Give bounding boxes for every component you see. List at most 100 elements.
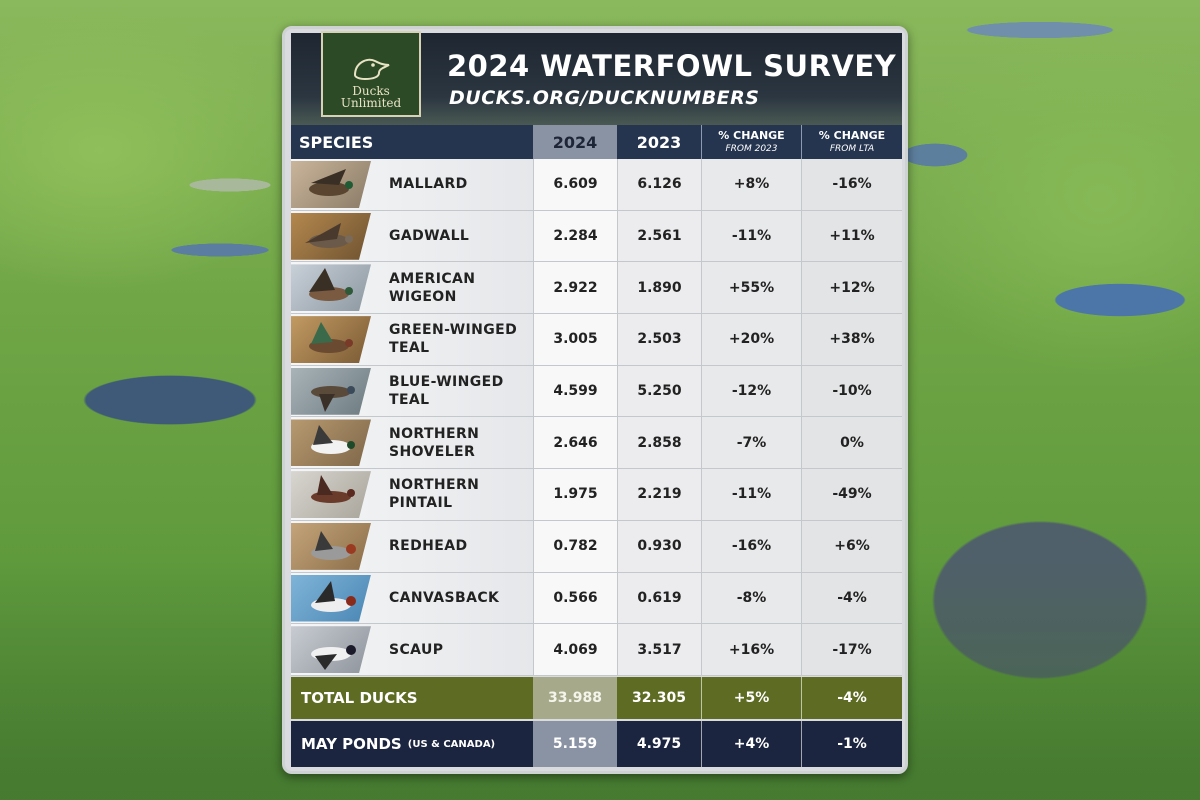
may-ponds-row: MAY PONDS (US & CANADA) 5.159 4.975 +4% … [291, 721, 902, 767]
species-name: NORTHERN PINTAIL [389, 477, 480, 512]
table-row: BLUE-WINGED TEAL 4.599 5.250 -12% -10% [291, 365, 902, 418]
ponds-label: MAY PONDS [301, 735, 402, 753]
col-change-lta: % CHANGE FROM LTA [801, 125, 902, 159]
canvasback-photo [291, 574, 371, 622]
total-change-2023: +5% [701, 677, 801, 719]
table-row: GREEN-WINGED TEAL 3.005 2.503 +20% +38% [291, 314, 902, 366]
value-2023: 6.126 [617, 159, 701, 210]
value-2024: 3.005 [533, 314, 617, 365]
value-2023: 0.930 [617, 520, 701, 572]
ducks-unlimited-logo: Ducks Unlimited [321, 31, 421, 117]
value-2023: 2.858 [617, 417, 701, 469]
total-2024: 33.988 [533, 677, 617, 719]
redhead-photo [291, 522, 371, 570]
ponds-label-wrap: MAY PONDS (US & CANADA) [301, 721, 495, 767]
total-label: TOTAL DUCKS [301, 689, 418, 707]
change-from-lta: -49% [801, 469, 902, 520]
green-winged-teal-photo [291, 316, 371, 364]
table-row: SCAUP 4.069 3.517 +16% -17% [291, 624, 902, 676]
col-change-2023-main: % CHANGE [718, 128, 785, 142]
value-2024: 2.922 [533, 262, 617, 314]
table-row: CANVASBACK 0.566 0.619 -8% -4% [291, 572, 902, 625]
ponds-note: (US & CANADA) [407, 738, 496, 750]
total-change-lta: -4% [801, 677, 902, 719]
american-wigeon-photo [291, 264, 371, 312]
value-2023: 3.517 [617, 624, 701, 675]
species-name: MALLARD [389, 176, 468, 193]
col-change-lta-main: % CHANGE [818, 128, 886, 142]
col-2024: 2024 [533, 125, 617, 159]
col-2023: 2023 [636, 132, 682, 152]
species-name: GADWALL [389, 228, 470, 245]
table-row: NORTHERN SHOVELER 2.646 2.858 -7% 0% [291, 417, 902, 470]
value-2024: 1.975 [533, 469, 617, 520]
value-2024: 2.646 [533, 417, 617, 469]
table-row: GADWALL 2.284 2.561 -11% +11% [291, 210, 902, 263]
gadwall-photo [291, 212, 371, 260]
change-from-2023: +20% [701, 314, 801, 365]
total-ducks-row: TOTAL DUCKS 33.988 32.305 +5% -4% [291, 677, 902, 719]
species-name: NORTHERN SHOVELER [389, 425, 480, 460]
change-from-lta: 0% [801, 417, 902, 469]
logo-line-2: Unlimited [340, 96, 402, 110]
species-name: REDHEAD [389, 538, 468, 555]
change-from-lta: +11% [801, 210, 902, 262]
total-2023: 32.305 [631, 690, 687, 706]
change-from-2023: -12% [701, 365, 801, 417]
species-name: AMERICAN WIGEON [389, 270, 476, 305]
change-from-2023: +55% [701, 262, 801, 314]
col-change-2023-sub: FROM 2023 [725, 143, 778, 154]
value-2024: 4.599 [533, 365, 617, 417]
change-from-lta: +12% [801, 262, 902, 314]
value-2024: 0.566 [533, 572, 617, 624]
value-2023: 2.503 [617, 314, 701, 365]
value-2024: 6.609 [533, 159, 617, 210]
value-2023: 0.619 [617, 572, 701, 624]
duck-head-icon [353, 58, 390, 81]
value-2024: 0.782 [533, 520, 617, 572]
species-name: GREEN-WINGED TEAL [389, 322, 518, 357]
value-2023: 5.250 [617, 365, 701, 417]
value-2024: 4.069 [533, 624, 617, 675]
table-row: MALLARD 6.609 6.126 +8% -16% [291, 159, 902, 211]
change-from-lta: +6% [801, 520, 902, 572]
northern-pintail-photo [291, 471, 371, 519]
ponds-2023: 4.975 [636, 736, 682, 752]
change-from-lta: -4% [801, 572, 902, 624]
value-2024: 2.284 [533, 210, 617, 262]
species-name: BLUE-WINGED TEAL [389, 374, 504, 409]
col-change-lta-sub: FROM LTA [829, 143, 875, 154]
scaup-photo [291, 626, 371, 674]
blue-winged-teal-photo [291, 367, 371, 415]
species-name: SCAUP [389, 641, 444, 658]
change-from-2023: -7% [701, 417, 801, 469]
logo-line-1: Ducks [352, 84, 390, 98]
change-from-2023: -11% [701, 469, 801, 520]
species-name: CANVASBACK [389, 589, 500, 606]
table-row: AMERICAN WIGEON 2.922 1.890 +55% +12% [291, 262, 902, 315]
survey-url: DUCKS.ORG/DUCKNUMBERS [449, 87, 760, 109]
survey-card: Ducks Unlimited 2024 WATERFOWL SURVEY DU… [282, 26, 908, 774]
change-from-2023: -11% [701, 210, 801, 262]
value-2023: 2.219 [617, 469, 701, 520]
table-row: REDHEAD 0.782 0.930 -16% +6% [291, 520, 902, 573]
col-species: SPECIES [299, 132, 374, 152]
change-from-lta: -16% [801, 159, 902, 210]
value-2023: 1.890 [617, 262, 701, 314]
table-row: NORTHERN PINTAIL 1.975 2.219 -11% -49% [291, 469, 902, 521]
northern-shoveler-photo [291, 419, 371, 467]
ponds-change-2023: +4% [701, 721, 801, 767]
change-from-2023: -16% [701, 520, 801, 572]
ponds-2024: 5.159 [533, 721, 617, 767]
table-header: SPECIES 2024 2023 % CHANGE FROM 2023 % C… [291, 125, 902, 159]
col-change-2023: % CHANGE FROM 2023 [701, 125, 801, 159]
change-from-2023: -8% [701, 572, 801, 624]
species-table: MALLARD 6.609 6.126 +8% -16% GADWALL 2.2… [291, 159, 902, 676]
change-from-lta: -10% [801, 365, 902, 417]
value-2023: 2.561 [617, 210, 701, 262]
ponds-change-lta: -1% [801, 721, 902, 767]
change-from-2023: +16% [701, 624, 801, 675]
survey-title: 2024 WATERFOWL SURVEY [447, 49, 897, 83]
change-from-2023: +8% [701, 159, 801, 210]
change-from-lta: -17% [801, 624, 902, 675]
